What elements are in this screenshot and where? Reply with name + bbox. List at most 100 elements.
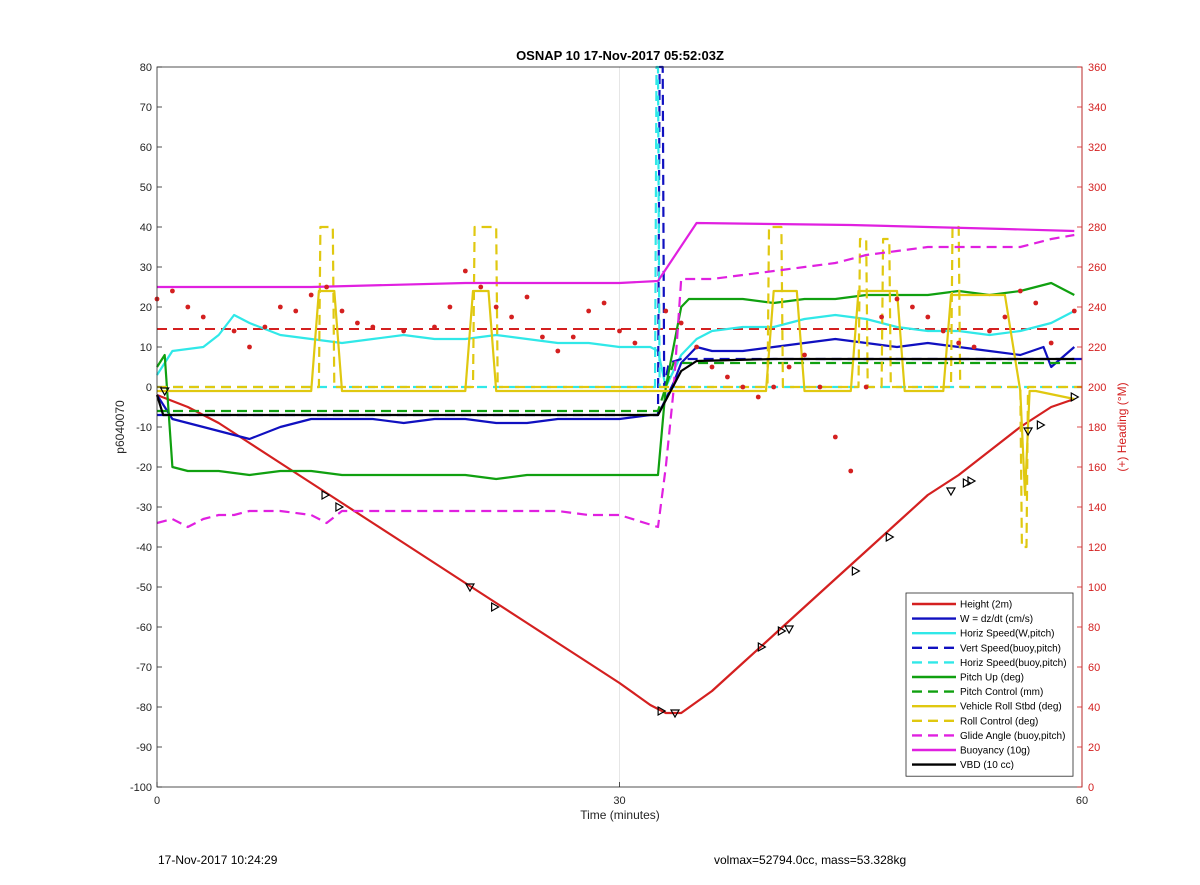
- legend-label-pitch-control-mm: Pitch Control (mm): [960, 687, 1043, 698]
- y-tick-label: 30: [140, 262, 152, 274]
- legend: Height (2m) W = dz/dt (cm/s) Horiz Speed(W…: [905, 592, 1074, 777]
- heading-point: [709, 364, 715, 370]
- y2-tick-label: 160: [1088, 462, 1106, 474]
- series-glide-angle-buoy-pitch: [156, 233, 1075, 529]
- x-tick-label: 0: [154, 795, 160, 807]
- heading-point: [802, 352, 807, 358]
- legend-box: [905, 592, 1074, 777]
- footer-timestamp: 17-Nov-2017 10:24:29: [158, 853, 278, 867]
- heading-point: [262, 324, 268, 330]
- heading-point: [370, 324, 376, 330]
- heading-point: [894, 296, 900, 302]
- heading-point: [478, 284, 484, 290]
- legend-label-vehicle-roll-stbd-deg: Vehicle Roll Stbd (deg): [960, 702, 1062, 713]
- heading-point: [940, 328, 946, 334]
- heading-point: [1017, 288, 1023, 294]
- marker-group: [159, 387, 1080, 719]
- y-tick-label: -30: [136, 502, 152, 514]
- y-tick-label: 70: [140, 102, 152, 114]
- y-tick-label: 60: [140, 142, 152, 154]
- height-marker: [335, 501, 345, 513]
- height-marker: [159, 387, 170, 397]
- height-marker: [777, 625, 787, 637]
- y2-tick-label: 120: [1088, 542, 1106, 554]
- y2-tick-label: 40: [1088, 702, 1100, 714]
- heading-point: [185, 304, 191, 310]
- heading-point: [247, 344, 252, 350]
- heading-point: [277, 304, 283, 310]
- y2-tick-label: 280: [1088, 222, 1106, 234]
- heading-point: [956, 340, 962, 346]
- y2-tick-label: 60: [1088, 662, 1100, 674]
- x-tick-label: 30: [613, 795, 625, 807]
- heading-point: [863, 384, 869, 390]
- series-buoyancy-10g: [157, 221, 1075, 289]
- series-group: [154, 65, 1082, 715]
- height-marker: [967, 475, 977, 487]
- height-marker: [784, 625, 795, 635]
- legend-label-w-dz-dt-cm-s: W = dz/dt (cm/s): [960, 614, 1033, 625]
- y2-tick-label: 340: [1088, 102, 1106, 114]
- height-marker: [669, 709, 681, 719]
- heading-point: [324, 284, 329, 290]
- heading-point: [170, 288, 175, 294]
- height-marker: [851, 565, 861, 577]
- y2-tick-label: 0: [1088, 782, 1094, 794]
- heading-point: [771, 384, 777, 390]
- heading-point: [987, 328, 992, 334]
- heading-point: [694, 344, 699, 350]
- heading-point: [1048, 340, 1054, 346]
- y-tick-label: -90: [136, 742, 152, 754]
- axes: -100-90-80-70-60-50-40-30-20-10010203040…: [130, 62, 1106, 807]
- height-marker: [945, 487, 956, 497]
- height-marker: [962, 477, 972, 489]
- y-tick-label: -70: [136, 662, 152, 674]
- y-tick-label: 10: [140, 342, 152, 354]
- y-tick-label: 80: [140, 62, 152, 74]
- height-marker: [1023, 427, 1034, 437]
- x-tick-label: 60: [1076, 795, 1088, 807]
- heading-point: [1002, 314, 1008, 320]
- heading-point: [848, 468, 854, 474]
- y2-tick-label: 240: [1088, 302, 1106, 314]
- heading-point: [586, 308, 592, 314]
- heading-point: [555, 348, 561, 354]
- heading-point: [725, 374, 730, 380]
- heading-point: [432, 324, 437, 330]
- legend-label-height-2m: Height (2m): [960, 600, 1012, 611]
- height-marker: [757, 641, 767, 653]
- y2-axis-label: (+) Heading (°M): [1115, 382, 1129, 471]
- height-marker: [885, 531, 895, 543]
- y2-tick-label: 320: [1088, 142, 1106, 154]
- y2-tick-label: 80: [1088, 622, 1100, 634]
- legend-label-buoyancy-10g: Buoyancy (10g): [960, 746, 1030, 757]
- series-horiz-speed-w-pitch: [156, 310, 1075, 389]
- heading-point: [570, 334, 576, 340]
- y2-tick-label: 300: [1088, 182, 1106, 194]
- height-marker: [657, 705, 667, 717]
- heading-point: [1033, 300, 1039, 306]
- y2-tick-label: 200: [1088, 382, 1106, 394]
- heading-point: [925, 314, 931, 320]
- y2-tick-label: 20: [1088, 742, 1100, 754]
- y-tick-label: -10: [136, 422, 152, 434]
- series-vehicle-roll-stbd-deg: [157, 289, 1075, 497]
- height-marker: [1036, 419, 1046, 431]
- y-tick-label: 40: [140, 222, 152, 234]
- series-pitch-control-mm: [157, 361, 1082, 413]
- y-tick-label: -40: [136, 542, 152, 554]
- height-marker: [464, 583, 475, 593]
- x-axis-label: Time (minutes): [580, 808, 660, 822]
- heading-point: [447, 304, 453, 310]
- height-marker: [491, 601, 500, 613]
- y-tick-label: -50: [136, 582, 152, 594]
- legend-label-horiz-speed-w-pitch: Horiz Speed(W,pitch): [960, 629, 1054, 640]
- heading-point: [740, 384, 746, 390]
- heading-point: [663, 308, 669, 314]
- legend-label-glide-angle-buoy-pitch: Glide Angle (buoy,pitch): [960, 731, 1065, 742]
- y-axis-label: p6040070: [113, 400, 127, 454]
- heading-point: [540, 334, 545, 340]
- legend-label-vbd-10-cc: VBD (10 cc): [960, 760, 1014, 771]
- heading-point: [786, 364, 792, 370]
